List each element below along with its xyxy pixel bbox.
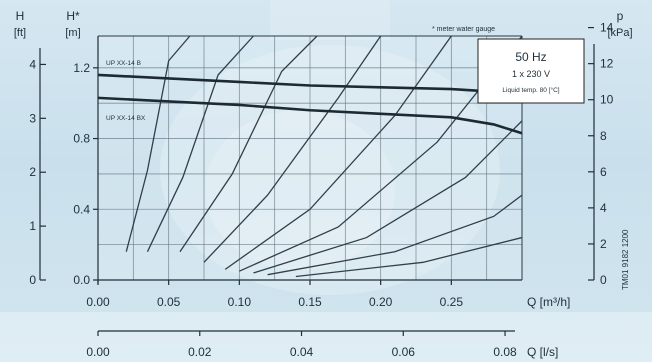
left-ft-tick-label: 4: [29, 57, 36, 71]
series-line: [97, 73, 523, 100]
series-line: [97, 96, 523, 135]
left-ft-tick-label: 0: [29, 273, 36, 287]
right-kpa-tick-label: 8: [600, 129, 607, 143]
system-curve: [295, 236, 523, 278]
right-kpa-tick-label: 4: [600, 201, 607, 215]
info-box: 50 Hz 1 x 230 V Liquid temp. 80 [°C]: [477, 38, 585, 104]
bottom-q-tick-label: 0.25: [440, 295, 464, 309]
bottom-ls-tick-label: 0.08: [493, 345, 517, 359]
bottom-ls-label: Q [l/s]: [527, 345, 558, 359]
left-m-tick-label: 0.8: [73, 132, 90, 146]
right-kpa-tick-label: 6: [600, 165, 607, 179]
right-kpa-tick-label: 2: [600, 237, 607, 251]
right-kpa-tick-label: 12: [600, 57, 614, 71]
info-freq: 50 Hz: [515, 50, 546, 64]
left-m-label: H*: [66, 9, 80, 23]
left-ft-label: H: [16, 9, 25, 23]
bottom-q-tick-label: 0.15: [298, 295, 322, 309]
right-kpa-tick-label: 0: [600, 273, 607, 287]
info-supply: 1 x 230 V: [512, 69, 550, 79]
pump-silhouette: [160, 45, 500, 295]
grid: [98, 35, 523, 280]
pump-silhouette: [205, 110, 395, 270]
left-ft-unit: [ft]: [14, 27, 26, 39]
right-kpa-unit: [kPa]: [607, 27, 632, 39]
side-code: TM01 9182 1200: [621, 229, 630, 290]
system-curve: [125, 35, 191, 252]
series-label: UP XX-14 BX: [106, 115, 146, 122]
bottom-q-label: Q [m³/h]: [527, 295, 570, 309]
left-m-unit: [m]: [65, 27, 80, 39]
system-curve: [224, 35, 452, 270]
pump-silhouette: [270, 0, 390, 40]
left-m-tick-label: 0.4: [73, 202, 90, 216]
bottom-ls-tick-label: 0.02: [188, 345, 212, 359]
right-kpa-tick-label: 10: [600, 93, 614, 107]
bottom-ls-tick-label: 0.06: [392, 345, 416, 359]
bottom-q-tick-label: 0.00: [86, 295, 110, 309]
series-lines: UP XX-14 B UP XX-14 BX: [97, 60, 523, 135]
system-curve: [253, 120, 523, 274]
left-ft-tick-label: 3: [29, 111, 36, 125]
bottom-q-tick-label: 0.05: [157, 295, 181, 309]
bottom-ls-tick-label: 0.00: [86, 345, 110, 359]
left-m-tick-label: 1.2: [73, 61, 90, 75]
system-curve: [146, 35, 254, 252]
right-kpa-tick-label: 14: [600, 21, 614, 35]
left-ft-tick-label: 2: [29, 165, 36, 179]
note-text: * meter water gauge: [432, 26, 495, 33]
lower-band: [0, 312, 652, 362]
bottom-ls-tick-label: 0.04: [290, 345, 314, 359]
left-ft-tick-label: 1: [29, 219, 36, 233]
series-label: UP XX-14 B: [106, 60, 141, 67]
system-curve: [179, 35, 318, 253]
system-curve: [203, 35, 382, 263]
bottom-q-tick-label: 0.20: [369, 295, 393, 309]
right-kpa-label: p: [617, 9, 624, 23]
info-box-frame: [477, 38, 585, 104]
left-m-tick-label: 0.0: [73, 273, 90, 287]
system-curve: [267, 194, 523, 276]
bottom-q-tick-label: 0.10: [228, 295, 252, 309]
info-liquid: Liquid temp. 80 [°C]: [502, 86, 559, 94]
